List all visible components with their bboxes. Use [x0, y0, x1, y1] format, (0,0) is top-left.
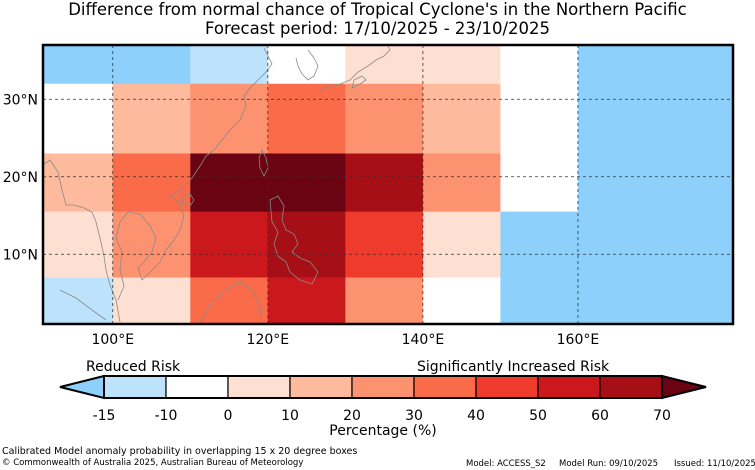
coastline-philippines	[269, 195, 319, 285]
risk-cell	[422, 83, 502, 155]
x-tick-label: 120°E	[247, 332, 290, 348]
coastline-japan	[319, 45, 391, 91]
colorbar-bin	[165, 375, 229, 399]
colorbar-tick-label: -10	[155, 408, 178, 424]
footer-model-run: Model Run: 09/10/2025	[559, 459, 659, 469]
map-frame	[41, 43, 735, 326]
risk-cell	[190, 45, 269, 85]
coastlines	[43, 45, 391, 323]
coastline-asia-mainland	[43, 47, 273, 323]
coastline-borneo	[199, 281, 263, 323]
colorbar-tick-label: 50	[529, 408, 547, 424]
x-tick-label: 140°E	[402, 332, 445, 348]
risk-cell	[190, 83, 269, 155]
risk-cell	[345, 83, 424, 155]
footer-description: Calibrated Model anomaly probability in …	[2, 446, 358, 457]
coastline-korea	[295, 49, 319, 81]
x-axis-ticks: 100°E 120°E 140°E 160°E	[91, 332, 599, 348]
risk-cell	[577, 277, 733, 324]
colorbar-tick-label: 10	[281, 408, 299, 424]
colorbar-under-arrow	[59, 374, 105, 400]
risk-cell	[43, 45, 191, 85]
graticule	[43, 45, 733, 324]
risk-cell	[43, 83, 114, 155]
colorbar-ticks: -15 -10 0 10 20 30 40 50 60 70	[93, 408, 671, 424]
colorbar-tick-label: 30	[405, 408, 423, 424]
x-tick-label: 100°E	[91, 332, 134, 348]
colorbar-tick-label: 60	[591, 408, 609, 424]
colorbar-tick-label: -15	[93, 408, 116, 424]
x-tick-label: 160°E	[557, 332, 600, 348]
risk-cell	[43, 277, 114, 324]
map-title-line1: Difference from normal chance of Tropica…	[68, 0, 687, 19]
risk-cell	[500, 153, 579, 213]
y-tick-label: 30°N	[3, 92, 38, 108]
footer-model: Model: ACCESS_S2	[466, 459, 546, 469]
colorbar-outline	[103, 375, 663, 399]
risk-cell	[577, 83, 733, 155]
colorbar-bin	[537, 375, 601, 399]
risk-cell	[43, 211, 114, 279]
risk-cell	[43, 153, 114, 213]
colorbar-bin	[413, 375, 477, 399]
colorbar	[59, 374, 707, 400]
colorbar-over-arrow	[661, 374, 707, 400]
risk-cell	[345, 211, 424, 279]
colorbar-tick-label: 40	[467, 408, 485, 424]
colorbar-axis-label: Percentage (%)	[329, 423, 436, 439]
map-title-line2: Forecast period: 17/10/2025 - 23/10/2025	[204, 19, 551, 38]
colorbar-tick-label: 20	[343, 408, 361, 424]
risk-cell	[267, 211, 346, 279]
increased-risk-label: Significantly Increased Risk	[417, 359, 610, 375]
risk-cell	[112, 83, 191, 155]
risk-cell	[500, 45, 579, 85]
risk-cell	[267, 83, 346, 155]
risk-cell	[190, 277, 269, 324]
colorbar-bin	[227, 375, 291, 399]
colorbar-bin	[289, 375, 353, 399]
colorbar-bin	[103, 375, 167, 399]
risk-grid	[43, 45, 733, 324]
risk-cell	[345, 277, 424, 324]
risk-cell	[112, 211, 191, 279]
risk-cell	[267, 45, 346, 85]
risk-cell	[345, 153, 424, 213]
risk-cell	[500, 277, 579, 324]
colorbar-bin	[475, 375, 539, 399]
colorbar-tick-label: 70	[653, 408, 671, 424]
coastline-taiwan	[258, 149, 269, 177]
colorbar-tick-label: 0	[224, 408, 233, 424]
risk-cell	[500, 83, 579, 155]
footer-issued: Issued: 11/10/2025	[674, 459, 755, 469]
risk-cell	[422, 211, 502, 279]
risk-cell	[577, 211, 733, 279]
coastline-hainan	[181, 193, 195, 207]
footer-copyright: © Commonwealth of Australia 2025, Austra…	[2, 458, 304, 468]
risk-cell	[112, 277, 191, 324]
reduced-risk-label: Reduced Risk	[86, 359, 181, 375]
risk-cell	[422, 277, 502, 324]
colorbar-bin	[351, 375, 415, 399]
risk-cell	[112, 153, 191, 213]
risk-cell	[422, 153, 502, 213]
risk-cell	[577, 45, 733, 85]
y-axis-ticks: 10°N 20°N 30°N	[3, 92, 38, 263]
risk-cell	[267, 277, 346, 324]
risk-cell	[190, 211, 269, 279]
y-tick-label: 10°N	[3, 247, 38, 263]
risk-cell	[500, 211, 579, 279]
coastline-sumatra	[59, 289, 107, 321]
risk-cell	[577, 153, 733, 213]
colorbar-bin	[599, 375, 663, 399]
y-tick-label: 20°N	[3, 170, 38, 186]
